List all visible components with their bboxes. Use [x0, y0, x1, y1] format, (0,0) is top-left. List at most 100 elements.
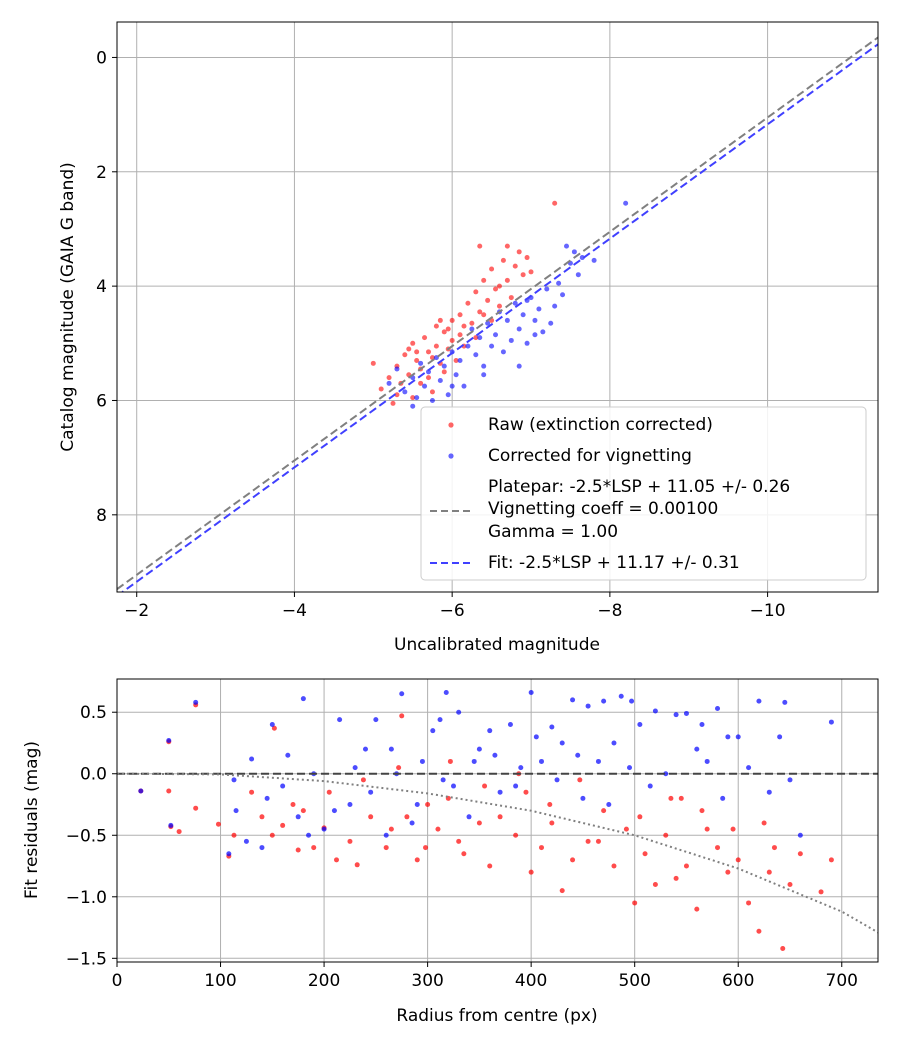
raw-residual-point [539, 845, 545, 851]
corrected-residual-point [756, 698, 762, 704]
corrected-residual-point [337, 717, 343, 723]
legend-fit-label: Fit: -2.5*LSP + 11.17 +/- 0.31 [488, 553, 740, 573]
bottom-tick-labels: 0 100 200 300 400 500 600 700 0.5 0.0 −0.5 −1.0 −1.5 [66, 703, 858, 991]
corrected-residual-point [637, 722, 643, 728]
corrected-residual-point [437, 717, 443, 723]
raw-point [504, 243, 510, 249]
raw-residual-point [595, 838, 601, 844]
raw-residual-point [746, 900, 752, 906]
legend-box [420, 406, 867, 581]
raw-residual-point [694, 906, 700, 912]
raw-point [414, 349, 420, 355]
raw-point [516, 249, 522, 255]
corrected-residual-point [575, 752, 581, 758]
corrected-residual-point [264, 795, 270, 801]
raw-residual-point [715, 845, 721, 851]
raw-residual-point [311, 845, 317, 851]
corrected-point [516, 363, 522, 369]
raw-residual-point [704, 826, 710, 832]
corrected-residual-point [383, 832, 389, 838]
corrected-point [489, 343, 495, 349]
raw-residual-point [333, 857, 339, 863]
raw-point [500, 257, 506, 263]
y-tick-label: 2 [96, 163, 107, 183]
raw-residual-point [425, 802, 431, 808]
corrected-residual-point [559, 740, 565, 746]
raw-point [437, 317, 443, 323]
corrected-residual-point [476, 746, 482, 752]
raw-point [425, 349, 431, 355]
corrected-residual-point [720, 795, 726, 801]
raw-point [445, 326, 451, 332]
corrected-point [579, 255, 585, 261]
raw-residual-point [787, 881, 793, 887]
raw-residual-point [497, 814, 503, 820]
raw-residual-point [678, 795, 684, 801]
corrected-residual-point [797, 832, 803, 838]
x-tick-label: 700 [826, 971, 858, 991]
y-tick-label: −0.5 [66, 826, 107, 846]
legend-platepar-label-line1: Platepar: -2.5*LSP + 11.05 +/- 0.26 [488, 477, 790, 497]
legend-raw-marker [448, 422, 454, 428]
corrected-point [418, 360, 424, 366]
corrected-residual-point [295, 814, 301, 820]
raw-point [370, 360, 376, 366]
corrected-point [461, 383, 467, 389]
y-tick-label: 6 [96, 391, 107, 411]
bottom-chart-panel: 0 100 200 300 400 500 600 700 0.5 0.0 −0.5 −1.0 −1.5… [22, 678, 879, 1026]
raw-residual-point [435, 826, 441, 832]
fit-line [120, 43, 878, 592]
corrected-point [493, 332, 499, 338]
raw-residual-point [632, 900, 638, 906]
corrected-residual-point [249, 756, 255, 762]
raw-residual-point [176, 829, 182, 835]
raw-residual-point [559, 888, 565, 894]
corrected-point [500, 349, 506, 355]
raw-point [418, 380, 424, 386]
raw-point [390, 400, 396, 406]
raw-residual-point [780, 945, 786, 951]
corrected-point [564, 243, 570, 249]
corrected-residual-point [704, 758, 710, 764]
raw-point [481, 312, 487, 318]
corrected-residual-point [259, 845, 265, 851]
raw-residual-point [295, 847, 301, 853]
raw-residual-point [300, 808, 306, 814]
raw-point [489, 266, 495, 272]
raw-residual-point [354, 862, 360, 868]
raw-residual-point [601, 808, 607, 814]
corrected-point [422, 383, 428, 389]
raw-residual-point [637, 814, 643, 820]
raw-point [520, 272, 526, 278]
corrected-residual-point [331, 808, 337, 814]
corrected-point [575, 272, 581, 278]
x-tick-label: 100 [204, 971, 236, 991]
corrected-residual-point [456, 709, 462, 715]
corrected-residual-point [166, 738, 172, 744]
raw-point [457, 312, 463, 318]
raw-residual-point [652, 881, 658, 887]
raw-residual-point [766, 869, 772, 875]
corrected-point [453, 372, 459, 378]
legend-raw-label: Raw (extinction corrected) [488, 415, 713, 435]
corrected-point [437, 377, 443, 383]
platepar-fit-line [117, 36, 878, 590]
corrected-point [425, 369, 431, 375]
y-tick-label: 0.5 [80, 703, 107, 723]
corrected-point [544, 286, 550, 292]
x-tick-label: 400 [515, 971, 547, 991]
bottom-x-axis-label: Radius from centre (px) [396, 1006, 597, 1026]
x-tick-label: −10 [750, 601, 786, 621]
corrected-point [441, 363, 447, 369]
raw-residual-point [399, 713, 405, 719]
corrected-point [516, 326, 522, 332]
corrected-residual-point [226, 851, 232, 857]
x-tick-label: −6 [440, 601, 465, 621]
raw-residual-point [383, 845, 389, 851]
corrected-point [508, 337, 514, 343]
raw-residual-point [269, 832, 275, 838]
raw-residual-point [699, 808, 705, 814]
raw-point [433, 343, 439, 349]
